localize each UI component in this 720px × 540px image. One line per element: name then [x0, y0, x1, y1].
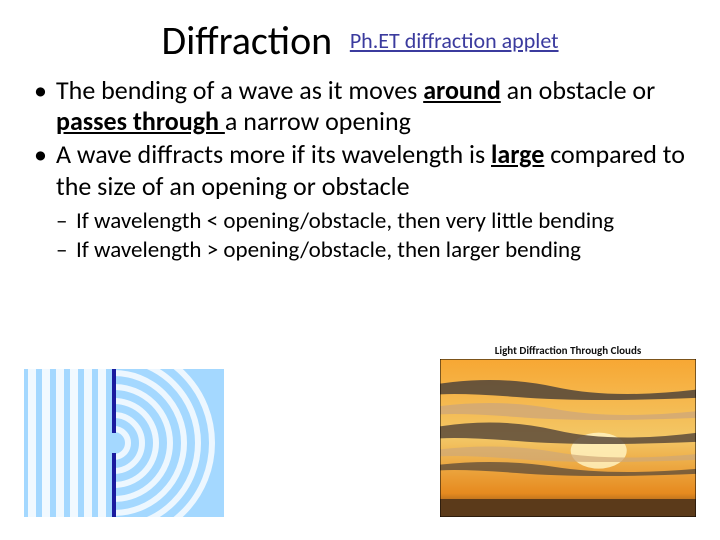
slide-title: Diffraction	[161, 16, 332, 65]
diffraction-svg	[24, 369, 224, 517]
phet-link[interactable]: Ph.ET diffraction applet	[350, 27, 559, 54]
bullet2-text-a: A wave diffracts more if its wavelength …	[56, 138, 491, 170]
images-row: Light Diffraction Through Clouds	[24, 344, 696, 522]
diffraction-diagram	[24, 369, 224, 522]
sub-bullet-2: If wavelength > opening/obstacle, then l…	[54, 237, 696, 265]
bullet-2: A wave diffracts more if its wavelength …	[32, 139, 696, 201]
clouds-image: Light Diffraction Through Clouds	[440, 344, 696, 522]
clouds-svg	[440, 359, 696, 517]
bullet1-text-c: a narrow opening	[225, 105, 411, 137]
title-row: Diffraction Ph.ET diffraction applet	[24, 16, 696, 65]
bullet1-text-a: The bending of a wave as it moves	[56, 74, 423, 106]
bullet2-large: large	[491, 138, 544, 170]
bullet1-text-b: an obstacle or	[501, 74, 655, 106]
main-bullets: The bending of a wave as it moves around…	[32, 75, 696, 202]
bullet1-passes: passes through	[56, 105, 225, 137]
clouds-caption: Light Diffraction Through Clouds	[440, 344, 696, 357]
bullet-1: The bending of a wave as it moves around…	[32, 75, 696, 137]
sub-bullet-1: If wavelength < opening/obstacle, then v…	[54, 208, 696, 236]
sub-bullets: If wavelength < opening/obstacle, then v…	[54, 208, 696, 265]
bullet1-around: around	[423, 74, 501, 106]
